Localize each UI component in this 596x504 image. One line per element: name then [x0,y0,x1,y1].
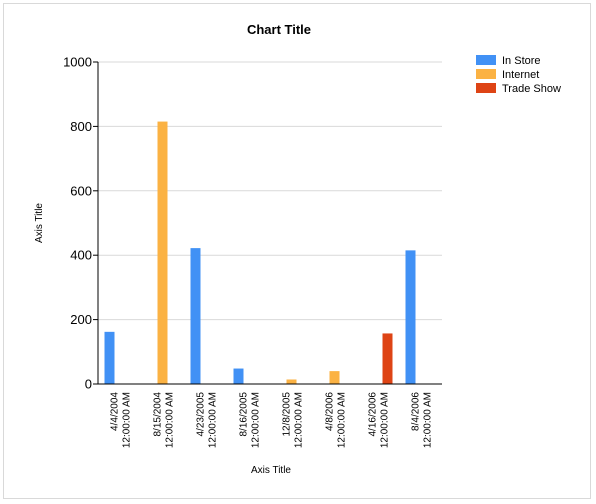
x-tick-label: 4/16/200612:00:00 AM [368,392,391,449]
legend: In Store Internet Trade Show [476,55,561,95]
x-tick-label: 4/8/200612:00:00 AM [325,392,348,449]
y-tick-label: 400 [70,248,92,263]
bar-in-store [233,368,244,384]
y-axis-title: Axis Title [34,203,45,243]
bar-internet [329,371,340,384]
bar-internet [286,379,297,384]
legend-label: Trade Show [502,83,561,95]
x-axis-title: Axis Title [251,465,291,476]
bar-in-store [104,331,115,384]
x-tick-labels: 4/4/200412:00:00 AM 8/15/200412:00:00 AM 4… [110,392,434,449]
y-tick-label: 1000 [63,55,92,70]
x-tick-label: 4/23/200512:00:00 AM [196,392,219,449]
bar-in-store [405,250,416,384]
y-tick-label: 800 [70,119,92,134]
y-tick-label: 200 [70,312,92,327]
bar-internet [157,121,168,384]
x-tick-label: 4/4/200412:00:00 AM [110,392,133,449]
y-tick-label: 600 [70,183,92,198]
x-tick-label: 8/16/200512:00:00 AM [239,392,262,449]
bar-in-store [190,248,201,384]
x-tick-label: 12/8/200512:00:00 AM [282,392,305,449]
legend-label: In Store [502,55,541,67]
y-tick-label: 0 [85,377,92,392]
chart-title: Chart Title [247,22,311,37]
x-tick-label: 8/4/200612:00:00 AM [411,392,434,449]
bar-trade-show [382,333,393,384]
y-tick-labels: 0 200 400 600 800 1000 [63,55,98,392]
legend-swatch [476,55,496,65]
legend-label: Internet [502,69,539,81]
legend-swatch [476,83,496,93]
bars [104,121,416,384]
legend-swatch [476,69,496,79]
x-tick-label: 8/15/200412:00:00 AM [153,392,176,449]
gridlines [98,61,442,321]
